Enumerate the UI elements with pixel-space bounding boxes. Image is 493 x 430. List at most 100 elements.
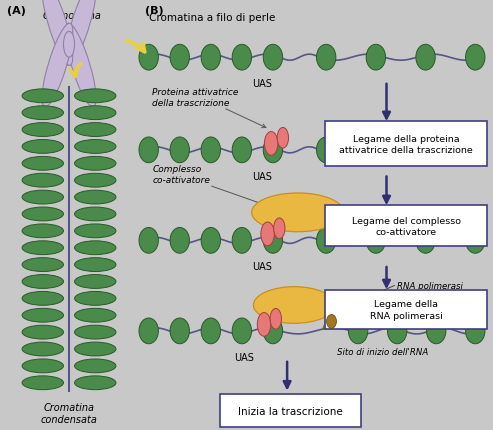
Ellipse shape	[74, 224, 116, 238]
Ellipse shape	[257, 313, 271, 336]
Ellipse shape	[22, 140, 64, 154]
Ellipse shape	[74, 258, 116, 272]
Ellipse shape	[22, 107, 64, 120]
Ellipse shape	[74, 309, 116, 322]
Ellipse shape	[317, 45, 336, 71]
Text: Inizia la trascrizione: Inizia la trascrizione	[238, 405, 343, 416]
Ellipse shape	[22, 275, 64, 289]
Ellipse shape	[74, 208, 116, 221]
Ellipse shape	[74, 191, 116, 205]
Ellipse shape	[74, 140, 116, 154]
Ellipse shape	[65, 0, 96, 66]
Text: RNA polimerasi
e fattori associati: RNA polimerasi e fattori associati	[397, 282, 472, 302]
Ellipse shape	[416, 228, 435, 254]
Ellipse shape	[201, 228, 220, 254]
Ellipse shape	[139, 228, 158, 254]
Ellipse shape	[270, 309, 282, 329]
Text: (A): (A)	[7, 6, 26, 16]
Ellipse shape	[74, 107, 116, 120]
Ellipse shape	[74, 174, 116, 187]
FancyBboxPatch shape	[220, 394, 361, 427]
Ellipse shape	[22, 123, 64, 137]
Ellipse shape	[170, 318, 189, 344]
Ellipse shape	[366, 45, 386, 71]
Ellipse shape	[22, 292, 64, 306]
Ellipse shape	[170, 45, 189, 71]
Ellipse shape	[232, 45, 251, 71]
Ellipse shape	[22, 326, 64, 339]
Ellipse shape	[170, 138, 189, 163]
Ellipse shape	[263, 318, 282, 344]
FancyBboxPatch shape	[325, 122, 487, 167]
Ellipse shape	[232, 138, 251, 163]
Ellipse shape	[74, 342, 116, 356]
Ellipse shape	[139, 45, 158, 71]
Ellipse shape	[22, 309, 64, 322]
Text: Legame della
RNA polimerasi: Legame della RNA polimerasi	[370, 300, 442, 320]
Text: UAS: UAS	[252, 79, 272, 89]
Ellipse shape	[22, 191, 64, 205]
Ellipse shape	[42, 0, 73, 66]
Ellipse shape	[170, 228, 189, 254]
Ellipse shape	[317, 138, 336, 163]
Text: Cromatina
condensata: Cromatina condensata	[40, 402, 98, 424]
Ellipse shape	[139, 318, 158, 344]
Text: Proteina attivatrice
della trascrizione: Proteina attivatrice della trascrizione	[152, 87, 239, 108]
Ellipse shape	[201, 138, 220, 163]
Ellipse shape	[416, 45, 435, 71]
Text: UAS: UAS	[252, 171, 272, 181]
Ellipse shape	[263, 138, 282, 163]
Text: (B): (B)	[145, 6, 164, 16]
Ellipse shape	[263, 45, 282, 71]
Ellipse shape	[22, 342, 64, 356]
Ellipse shape	[274, 218, 285, 239]
Ellipse shape	[22, 258, 64, 272]
Ellipse shape	[416, 138, 435, 163]
Polygon shape	[322, 300, 365, 329]
Ellipse shape	[74, 359, 116, 373]
Ellipse shape	[74, 90, 116, 104]
Ellipse shape	[74, 275, 116, 289]
Ellipse shape	[74, 123, 116, 137]
Ellipse shape	[74, 241, 116, 255]
Text: Cromosoma: Cromosoma	[42, 11, 101, 21]
Ellipse shape	[22, 157, 64, 171]
Ellipse shape	[426, 318, 446, 344]
Ellipse shape	[264, 132, 278, 156]
Ellipse shape	[465, 228, 485, 254]
Text: Sito di inizio dell'RNA: Sito di inizio dell'RNA	[337, 347, 428, 356]
Ellipse shape	[261, 223, 274, 246]
Ellipse shape	[22, 90, 64, 104]
Ellipse shape	[232, 318, 251, 344]
Ellipse shape	[366, 138, 386, 163]
Ellipse shape	[22, 224, 64, 238]
Text: Legame della proteina
attivatrice della trascrizione: Legame della proteina attivatrice della …	[339, 135, 473, 154]
Ellipse shape	[74, 326, 116, 339]
Ellipse shape	[366, 228, 386, 254]
Ellipse shape	[65, 24, 96, 108]
Ellipse shape	[139, 138, 158, 163]
Ellipse shape	[42, 24, 73, 108]
Ellipse shape	[326, 315, 336, 329]
Text: UAS: UAS	[235, 352, 254, 362]
Ellipse shape	[201, 318, 220, 344]
Text: Legame del complesso
co-attivatore: Legame del complesso co-attivatore	[352, 216, 460, 236]
Ellipse shape	[317, 228, 336, 254]
Ellipse shape	[253, 287, 335, 323]
Ellipse shape	[349, 318, 368, 344]
Ellipse shape	[22, 376, 64, 390]
Ellipse shape	[465, 318, 485, 344]
Text: Cromatina a filo di perle: Cromatina a filo di perle	[149, 13, 275, 23]
Ellipse shape	[201, 45, 220, 71]
Text: Complesso
co-attivatore: Complesso co-attivatore	[152, 165, 210, 185]
Ellipse shape	[74, 376, 116, 390]
Ellipse shape	[465, 45, 485, 71]
Ellipse shape	[22, 359, 64, 373]
Ellipse shape	[465, 138, 485, 163]
Ellipse shape	[74, 292, 116, 306]
FancyBboxPatch shape	[325, 290, 487, 329]
Ellipse shape	[22, 241, 64, 255]
Ellipse shape	[251, 194, 344, 232]
Ellipse shape	[277, 128, 288, 149]
Ellipse shape	[263, 228, 282, 254]
